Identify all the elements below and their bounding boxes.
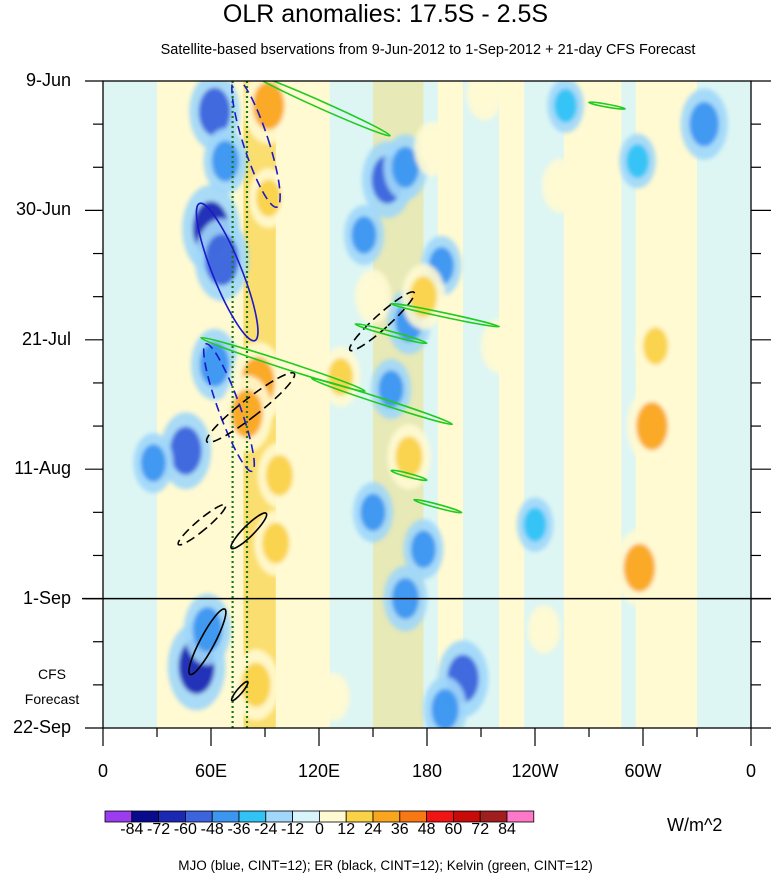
anomaly-blob-core — [391, 146, 419, 188]
y-tick-label: 22-Sep — [12, 717, 71, 737]
x-tick-label: 180 — [411, 761, 443, 781]
x-tick-label: 0 — [745, 761, 756, 781]
anomaly-blob-core — [351, 216, 377, 254]
anomaly-blob-core — [554, 88, 577, 123]
anomaly-blob-core — [241, 662, 271, 708]
x-tick-label: 60W — [624, 761, 662, 781]
colorbar-label: 12 — [337, 821, 356, 838]
er-contour — [348, 291, 416, 352]
colorbar-label: 84 — [498, 821, 516, 838]
y-tick-label: 11-Aug — [14, 458, 71, 479]
y-axis-ticks — [85, 80, 771, 729]
colorbar-units: W/m^2 — [667, 815, 723, 835]
anomaly-blob-core — [395, 436, 423, 478]
anomaly-blob-core — [578, 380, 600, 411]
colorbar-label: -12 — [281, 821, 305, 838]
anomaly-blob-core — [623, 543, 656, 592]
mjo-contour — [202, 342, 256, 473]
colorbar-label: -24 — [254, 821, 278, 838]
colorbar-label: -48 — [200, 821, 224, 838]
kelvin-contour — [390, 469, 428, 482]
anomaly-blob-core — [211, 140, 239, 182]
anomaly-blob-core — [523, 507, 547, 542]
er-contour — [230, 680, 249, 702]
colorbar-label: -84 — [120, 821, 144, 838]
anomaly-band — [463, 81, 499, 728]
anomaly-blob-core — [323, 681, 344, 713]
colorbar-label: 48 — [417, 821, 436, 838]
anomaly-blob-core — [431, 689, 459, 728]
colorbar-label: 72 — [471, 821, 490, 838]
anomaly-blob-core — [198, 87, 231, 136]
colorbar-label: -72 — [147, 821, 171, 838]
anomaly-blob-core — [410, 530, 436, 569]
anomaly-blob-core — [378, 370, 404, 408]
anomaly-blob-core — [170, 426, 202, 475]
anomaly-blob-core — [361, 279, 385, 314]
anomaly-band — [103, 81, 157, 728]
er-contour — [205, 371, 296, 444]
kelvin-contour — [413, 498, 463, 514]
anomaly-blob-core — [328, 358, 354, 396]
kelvin-contour — [389, 302, 501, 328]
er-contour — [177, 503, 227, 546]
er-contour — [188, 608, 227, 676]
kelvin-contour — [587, 101, 627, 110]
anomaly-blob-core — [533, 614, 555, 645]
colorbar-label: 36 — [390, 821, 409, 838]
x-tick-label: 0 — [97, 761, 108, 781]
colorbar-swatch — [506, 810, 535, 823]
anomaly-blobs — [133, 81, 728, 728]
y-tick-label: 1-Sep — [22, 587, 71, 608]
anomaly-blob-core — [298, 119, 322, 154]
colorbar-label: 0 — [314, 821, 324, 838]
mjo-contour — [231, 81, 281, 209]
anomaly-blob-core — [689, 101, 719, 147]
contour-legend: MJO (blue, CINT=12); ER (black, CINT=12)… — [178, 858, 593, 873]
chart-title: OLR anomalies: 17.5S - 2.5S — [222, 0, 549, 28]
anomaly-blob-core — [231, 389, 263, 438]
colorbar-label: 60 — [444, 821, 463, 838]
anomaly-blob-core — [360, 493, 386, 532]
forecast-label: CFS Forecast — [24, 666, 80, 707]
anomaly-blob-core — [199, 342, 230, 387]
anomaly-blob-core — [204, 233, 239, 286]
kelvin-contour — [200, 336, 366, 393]
er-contour — [230, 512, 268, 550]
chart-subtitle: Satellite-based bservations from 9-Jun-2… — [160, 42, 696, 58]
kelvin-contour — [254, 81, 391, 137]
anomaly-blob-core — [265, 454, 293, 496]
anomaly-blob-core — [636, 402, 668, 451]
anomaly-blob-core — [487, 328, 511, 363]
kelvin-contour — [354, 323, 428, 345]
x-tick-label: 120W — [511, 761, 559, 781]
x-tick-label: 120E — [297, 761, 341, 781]
colorbar-label: 24 — [364, 821, 382, 838]
anomaly-blob-core — [473, 81, 496, 111]
kelvin-contour — [310, 377, 454, 426]
anomaly-blob-core — [643, 327, 669, 365]
wave-contours — [177, 81, 627, 702]
y-tick-label: 21-Jul — [21, 328, 71, 349]
y-tick-label: 9-Jun — [25, 70, 71, 90]
anomaly-blob-core — [262, 522, 290, 564]
x-axis-ticks — [102, 728, 752, 746]
anomaly-band — [697, 81, 751, 728]
colorbar — [104, 810, 535, 823]
x-tick-label: 60E — [194, 761, 228, 781]
anomaly-blob-core — [626, 144, 649, 179]
anomaly-blob-core — [140, 444, 166, 482]
anomaly-blob-core — [548, 168, 572, 203]
mjo-contour — [195, 202, 259, 342]
colorbar-label: -36 — [227, 821, 251, 838]
y-tick-label: 30-Jun — [15, 199, 71, 220]
colorbar-label: -60 — [173, 821, 197, 838]
anomaly-blob-core — [421, 131, 444, 166]
